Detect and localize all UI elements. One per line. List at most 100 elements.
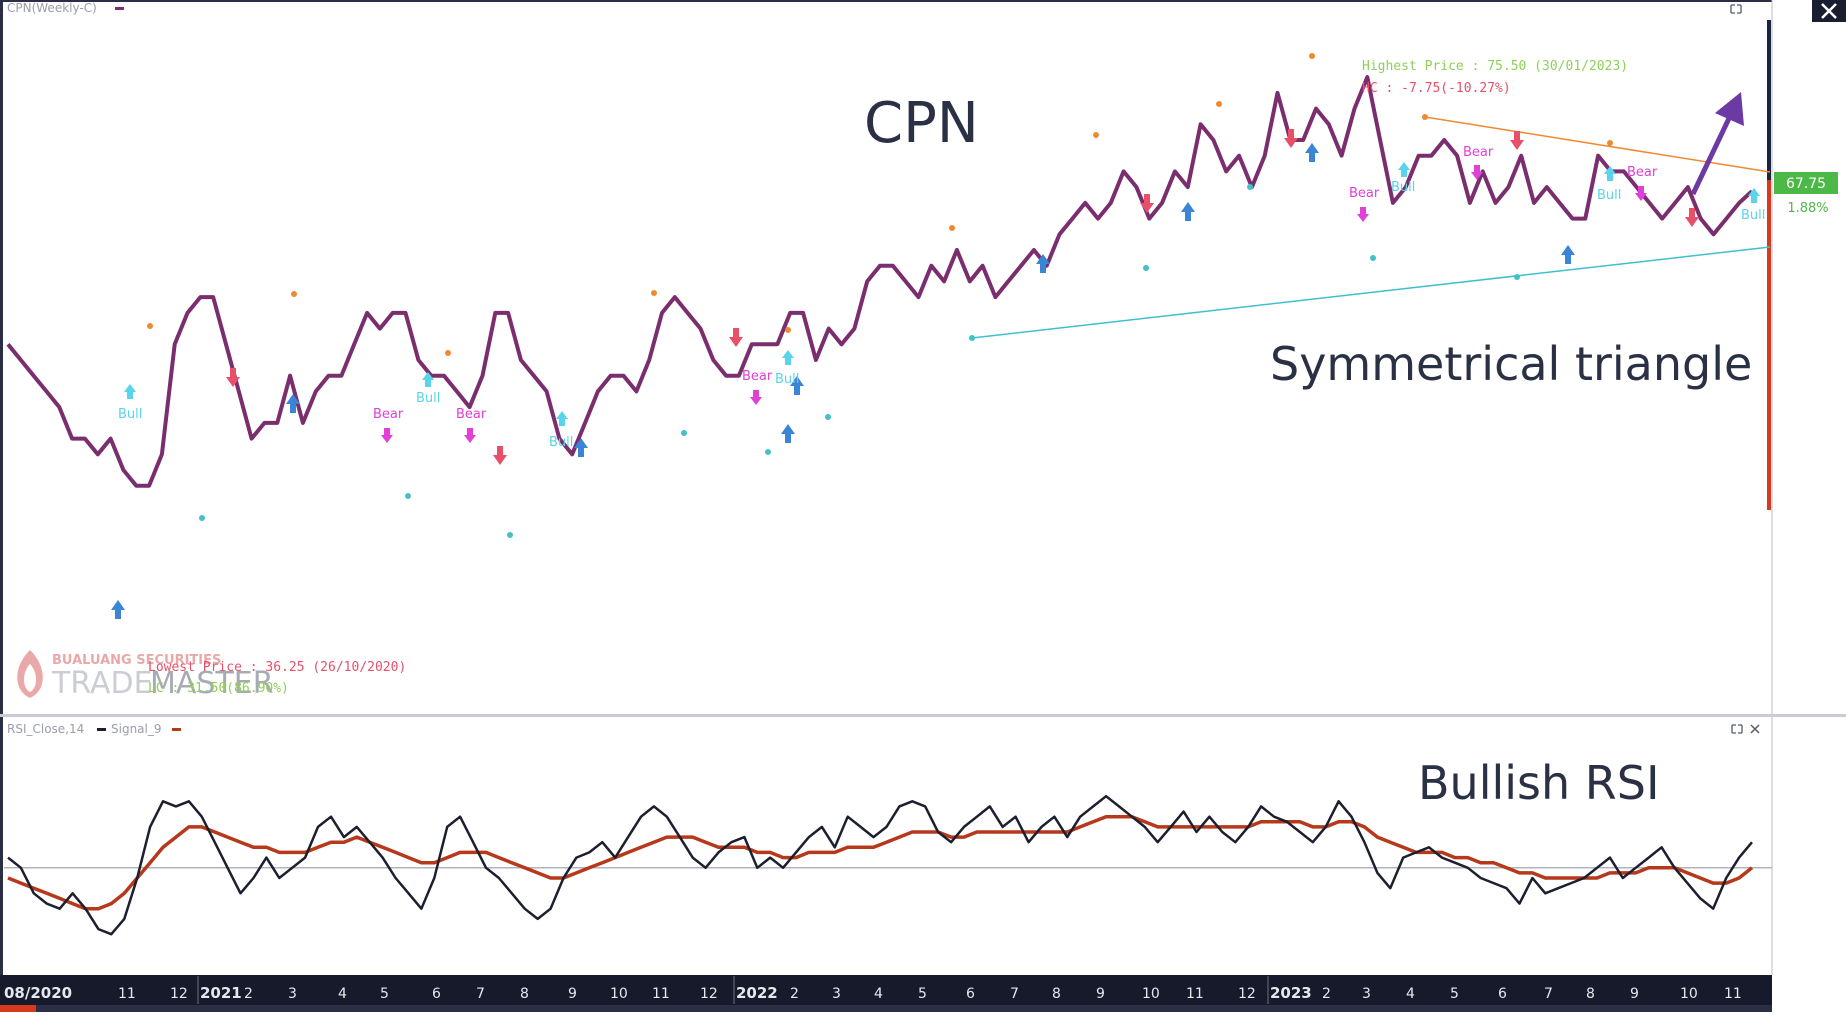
bottom-dot [825,414,831,420]
bear-signal-icon [381,428,393,443]
last-price-change: 1.88% [1787,201,1828,216]
highest-price-label: Highest Price : 75.50 (30/01/2023) [1362,59,1628,74]
x-axis-tick-label: 6 [432,986,441,1002]
resistance-start-dot [1422,114,1428,120]
top-dot [651,290,657,296]
rsi-expand-icon[interactable] [1731,724,1743,734]
watermark: BUALUANG SECURITIES TRADE MASTER [17,650,274,701]
bear-label: Bear [1627,165,1658,180]
bull-signal-icon [1604,166,1616,181]
x-axis-tick-label: 2 [1322,986,1331,1002]
x-axis-tick-label: 8 [1052,986,1061,1002]
x-axis-tick-label: 11 [1724,986,1742,1002]
bottom-dot [507,532,513,538]
scrollbar-track[interactable] [36,1005,1772,1012]
resistance-trendline [1424,116,1771,173]
x-axis-tick-label: 2 [790,986,799,1002]
x-axis-tick-label: 5 [1450,986,1459,1002]
bottom-dots [199,184,1520,538]
x-axis-tick-label: 4 [1406,986,1415,1002]
x-axis-tick-label: 4 [338,986,347,1002]
x-axis-tick-label: 6 [966,986,975,1002]
expand-icon[interactable] [1728,2,1744,16]
top-dot [1309,53,1315,59]
bear-arrows [226,129,1699,465]
x-axis-tick-label: 2023 [1270,984,1312,1002]
top-dot [1093,132,1099,138]
bull-arrows [111,143,1575,619]
bottom-dot [681,430,687,436]
x-axis-tick-label: 12 [170,986,188,1002]
bull-label: Bull [1391,180,1415,195]
bull-signal-icon [124,384,136,399]
last-price-value: 67.75 [1786,176,1826,192]
last-price-tag [1774,172,1838,194]
x-axis-tick-label: 10 [1142,986,1160,1002]
rsi-close-icon[interactable] [1750,724,1760,734]
bottom-dot [1514,274,1520,280]
rsi-legend-swatch [97,728,106,731]
bear-label: Bear [1463,145,1494,160]
rsi-panel-label: RSI_Close,14 [7,722,84,736]
price-panel-label: CPN(Weekly-C) [7,1,97,15]
x-axis-labels: 08/2020 11 12 2021 2 3 4 5 6 7 8 9 10 11 12 2022 2 3 4 5 6 7 8… [4,976,1742,1004]
watermark-trade: TRADE [51,666,153,701]
x-axis-tick-label: 5 [918,986,927,1002]
lc-label: LC : 31.50(86.90%) [148,681,289,696]
forecast-arrowhead-icon [1715,92,1744,126]
x-axis-tick-label: 3 [832,986,841,1002]
rsi-title: Bullish RSI [1418,756,1660,810]
bottom-dot [405,493,411,499]
scroll-indicator[interactable] [0,1005,36,1012]
signal-labels: Bull Bull Bull Bull Bull Bull Bull Bear … [118,145,1765,450]
x-axis-tick-label: 12 [1238,986,1256,1002]
x-axis-tick-label: 5 [380,986,389,1002]
bull-arrow-icon [1561,245,1575,264]
watermark-master: MASTER [150,666,274,701]
forecast-arrow [1690,108,1736,196]
x-axis-tick-label: 3 [288,986,297,1002]
bear-signal-icon [1357,207,1369,222]
bull-arrow-icon [574,438,588,457]
signal-legend-swatch [172,728,181,731]
x-axis-tick-label: 9 [1096,986,1105,1002]
x-axis-tick-label: 4 [874,986,883,1002]
bear-label: Bear [1349,186,1380,201]
x-axis-tick-label: 11 [1186,986,1204,1002]
bull-label: Bull [118,407,142,422]
top-dot [147,323,153,329]
x-axis-tick-label: 2021 [200,984,242,1002]
bottom-dot [1370,255,1376,261]
bull-arrow-icon [286,394,300,413]
x-axis-tick-label: 08/2020 [4,984,72,1002]
top-dot [291,291,297,297]
logo-flame-inner [24,664,36,692]
bull-arrow-icon [111,600,125,619]
bull-label: Bull [416,391,440,406]
bull-label: Bull [775,372,799,387]
support-trendline [971,246,1771,339]
bear-label: Bear [456,407,487,422]
chart-title: CPN [864,91,979,156]
x-axis-tick-label: 11 [652,986,670,1002]
lowest-price-label: Lowest Price : 36.25 (26/10/2020) [148,660,406,675]
bull-arrow-icon [1036,254,1050,273]
bear-arrow-icon [226,368,240,387]
x-axis-tick-label: 9 [1630,986,1639,1002]
signal-panel-label: Signal_9 [111,722,162,736]
bear-arrow-icon [1685,208,1699,227]
bear-label: Bear [373,407,404,422]
top-dot [949,225,955,231]
bull-arrow-icon [790,376,804,395]
x-axis-tick-label: 10 [1680,986,1698,1002]
bull-signal-arrows [124,162,1760,426]
close-icon[interactable] [1812,0,1846,22]
x-axis-bar [0,975,1772,1005]
top-dot [785,327,791,333]
x-axis-tick-label: 10 [610,986,628,1002]
x-axis-tick-label: 7 [1010,986,1019,1002]
bear-label: Bear [742,369,773,384]
bull-signal-icon [1748,188,1760,203]
